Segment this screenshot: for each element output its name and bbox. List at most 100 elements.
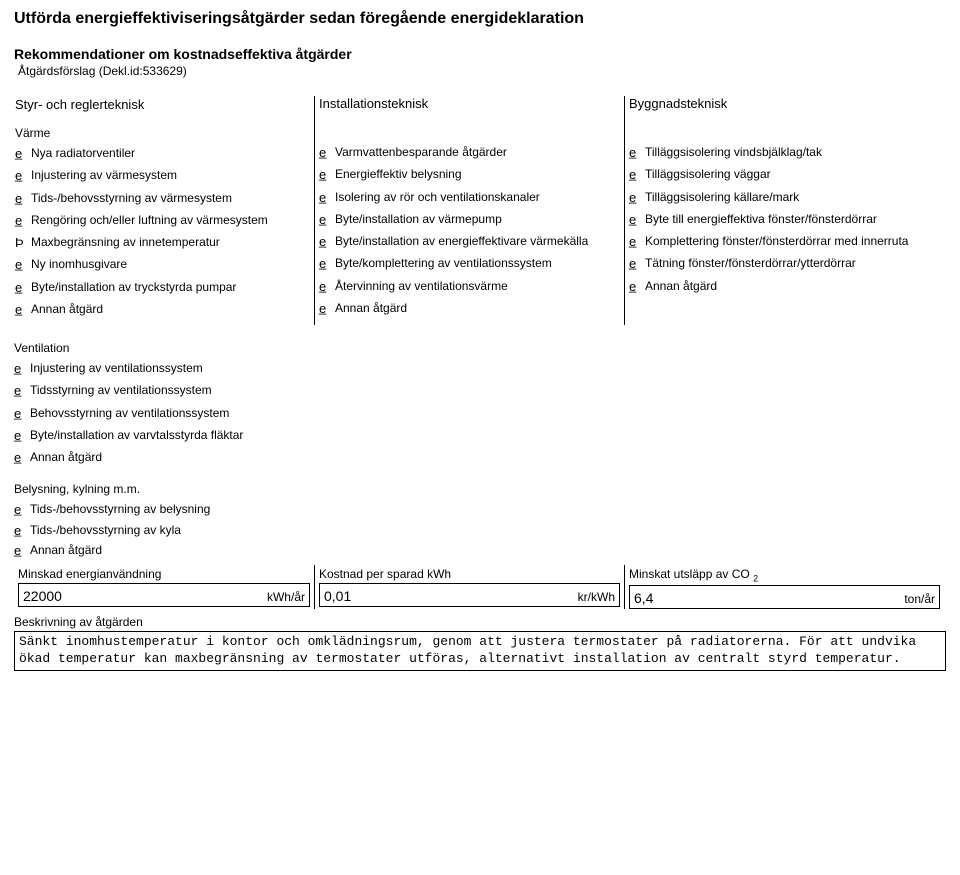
unchecked-mark-icon: e̲ bbox=[15, 191, 31, 207]
list-item-label: Återvinning av ventilationsvärme bbox=[335, 279, 618, 294]
list-item-label: Tids-/behovsstyrning av belysning bbox=[30, 502, 314, 517]
list-item: e̲Byte/installation av tryckstyrda pumpa… bbox=[15, 280, 307, 296]
list-item: e̲Komplettering fönster/fönsterdörrar me… bbox=[629, 234, 938, 250]
unchecked-mark-icon: e̲ bbox=[319, 190, 335, 206]
col2-header: Installationsteknisk bbox=[319, 96, 618, 111]
list-item-label: Byte/installation av tryckstyrda pumpar bbox=[31, 280, 307, 295]
list-item: e̲Annan åtgärd bbox=[319, 301, 618, 317]
list-item-label: Energieffektiv belysning bbox=[335, 167, 618, 182]
belysning-section: Belysning, kylning m.m. e̲Tids-/behovsst… bbox=[14, 482, 946, 559]
metric-co2-unit: ton/år bbox=[904, 592, 935, 606]
list-item: e̲Tids-/behovsstyrning av kyla bbox=[14, 523, 314, 539]
list-item: e̲Annan åtgärd bbox=[15, 302, 307, 318]
list-item-label: Byte/installation av energieffektivare v… bbox=[335, 234, 618, 249]
list-item-label: Byte/installation av värmepump bbox=[335, 212, 618, 227]
col-bygg: Byggnadsteknisk e̲Tilläggsisolering vind… bbox=[624, 96, 944, 325]
unchecked-mark-icon: e̲ bbox=[629, 279, 645, 295]
metric-co2: Minskat utsläpp av CO 2 6,4 ton/år bbox=[624, 565, 944, 609]
check-mark-icon: Þ bbox=[15, 235, 31, 251]
list-item-label: Komplettering fönster/fönsterdörrar med … bbox=[645, 234, 938, 249]
metric-cost-box: 0,01 kr/kWh bbox=[319, 583, 620, 607]
unchecked-mark-icon: e̲ bbox=[629, 145, 645, 161]
list-item: e̲Annan åtgärd bbox=[14, 450, 314, 466]
list-item-label: Injustering av värmesystem bbox=[31, 168, 307, 183]
list-item-label: Annan åtgärd bbox=[30, 543, 314, 558]
varme-subhead: Värme bbox=[15, 126, 307, 140]
list-item: e̲Byte/komplettering av ventilationssyst… bbox=[319, 256, 618, 272]
list-item: e̲Byte/installation av varvtalsstyrda fl… bbox=[14, 428, 314, 444]
unchecked-mark-icon: e̲ bbox=[15, 280, 31, 296]
list-item-label: Tilläggsisolering vindsbjälklag/tak bbox=[645, 145, 938, 160]
unchecked-mark-icon: e̲ bbox=[14, 450, 30, 466]
list-item-label: Behovsstyrning av ventilationssystem bbox=[30, 406, 314, 421]
col-styr: Styr- och reglerteknisk Värme e̲Nya radi… bbox=[14, 96, 314, 325]
metric-cost: Kostnad per sparad kWh 0,01 kr/kWh bbox=[314, 565, 624, 609]
unchecked-mark-icon: e̲ bbox=[629, 256, 645, 272]
unchecked-mark-icon: e̲ bbox=[15, 168, 31, 184]
unchecked-mark-icon: e̲ bbox=[14, 428, 30, 444]
list-item-label: Nya radiatorventiler bbox=[31, 146, 307, 161]
metric-energy-unit: kWh/år bbox=[267, 590, 305, 604]
list-item-label: Annan åtgärd bbox=[31, 302, 307, 317]
unchecked-mark-icon: e̲ bbox=[14, 361, 30, 377]
bel-subhead: Belysning, kylning m.m. bbox=[14, 482, 946, 496]
unchecked-mark-icon: e̲ bbox=[319, 145, 335, 161]
list-item-label: Injustering av ventilationssystem bbox=[30, 361, 314, 376]
unchecked-mark-icon: e̲ bbox=[629, 190, 645, 206]
unchecked-mark-icon: e̲ bbox=[14, 383, 30, 399]
ventilation-section: Ventilation e̲Injustering av ventilation… bbox=[14, 341, 946, 466]
metric-co2-label-text: Minskat utsläpp av CO bbox=[629, 567, 750, 581]
description-box: Sänkt inomhustemperatur i kontor och omk… bbox=[14, 631, 946, 671]
col3-header: Byggnadsteknisk bbox=[629, 96, 938, 111]
unchecked-mark-icon: e̲ bbox=[319, 301, 335, 317]
page-title: Utförda energieffektiviseringsåtgärder s… bbox=[14, 10, 946, 28]
metric-co2-value: 6,4 bbox=[634, 590, 653, 606]
metric-cost-label: Kostnad per sparad kWh bbox=[319, 567, 620, 581]
list-item: e̲Byte/installation av värmepump bbox=[319, 212, 618, 228]
list-item: e̲Varmvattenbesparande åtgärder bbox=[319, 145, 618, 161]
list-item: e̲Behovsstyrning av ventilationssystem bbox=[14, 406, 314, 422]
list-item-label: Annan åtgärd bbox=[335, 301, 618, 316]
metric-energy: Minskad energianvändning 22000 kWh/år bbox=[14, 565, 314, 609]
list-item: e̲Återvinning av ventilationsvärme bbox=[319, 279, 618, 295]
list-item-label: Rengöring och/eller luftning av värmesys… bbox=[31, 213, 307, 228]
list-item-label: Tids-/behovsstyrning av kyla bbox=[30, 523, 314, 538]
list-item-label: Varmvattenbesparande åtgärder bbox=[335, 145, 618, 160]
metric-cost-unit: kr/kWh bbox=[578, 590, 615, 604]
bottom-metrics: Minskad energianvändning 22000 kWh/år Ko… bbox=[14, 565, 946, 609]
list-item-label: Byte/installation av varvtalsstyrda fläk… bbox=[30, 428, 314, 443]
unchecked-mark-icon: e̲ bbox=[319, 256, 335, 272]
list-item: e̲Byte till energieffektiva fönster/föns… bbox=[629, 212, 938, 228]
metric-energy-box: 22000 kWh/år bbox=[18, 583, 310, 607]
unchecked-mark-icon: e̲ bbox=[629, 212, 645, 228]
list-item: e̲Annan åtgärd bbox=[14, 543, 314, 559]
list-item: e̲Tilläggsisolering vindsbjälklag/tak bbox=[629, 145, 938, 161]
list-item: e̲Isolering av rör och ventilationskanal… bbox=[319, 190, 618, 206]
unchecked-mark-icon: e̲ bbox=[629, 234, 645, 250]
unchecked-mark-icon: e̲ bbox=[15, 146, 31, 162]
col1-header: Styr- och reglerteknisk bbox=[15, 97, 307, 112]
list-item-label: Tids-/behovsstyrning av värmesystem bbox=[31, 191, 307, 206]
list-item-label: Maxbegränsning av innetemperatur bbox=[31, 235, 307, 250]
list-item: e̲Tilläggsisolering källare/mark bbox=[629, 190, 938, 206]
list-item: e̲Injustering av värmesystem bbox=[15, 168, 307, 184]
list-item-label: Byte/komplettering av ventilationssystem bbox=[335, 256, 618, 271]
unchecked-mark-icon: e̲ bbox=[14, 543, 30, 559]
list-item-label: Tidsstyrning av ventilationssystem bbox=[30, 383, 314, 398]
list-item: e̲Energieffektiv belysning bbox=[319, 167, 618, 183]
list-item-label: Ny inomhusgivare bbox=[31, 257, 307, 272]
metric-co2-label: Minskat utsläpp av CO 2 bbox=[629, 567, 940, 583]
unchecked-mark-icon: e̲ bbox=[319, 234, 335, 250]
list-item-label: Isolering av rör och ventilationskanaler bbox=[335, 190, 618, 205]
metric-co2-sub: 2 bbox=[753, 573, 758, 583]
list-item: e̲Tidsstyrning av ventilationssystem bbox=[14, 383, 314, 399]
list-item: e̲Byte/installation av energieffektivare… bbox=[319, 234, 618, 250]
description-row: Beskrivning av åtgärden Sänkt inomhustem… bbox=[14, 615, 946, 671]
rek-heading: Rekommendationer om kostnadseffektiva åt… bbox=[14, 46, 946, 62]
unchecked-mark-icon: e̲ bbox=[319, 279, 335, 295]
list-item: ÞMaxbegränsning av innetemperatur bbox=[15, 235, 307, 251]
rek-subline: Åtgärdsförslag (Dekl.id:533629) bbox=[18, 64, 946, 78]
list-item-label: Annan åtgärd bbox=[30, 450, 314, 465]
list-item: e̲Injustering av ventilationssystem bbox=[14, 361, 314, 377]
list-item: e̲Tids-/behovsstyrning av belysning bbox=[14, 502, 314, 518]
